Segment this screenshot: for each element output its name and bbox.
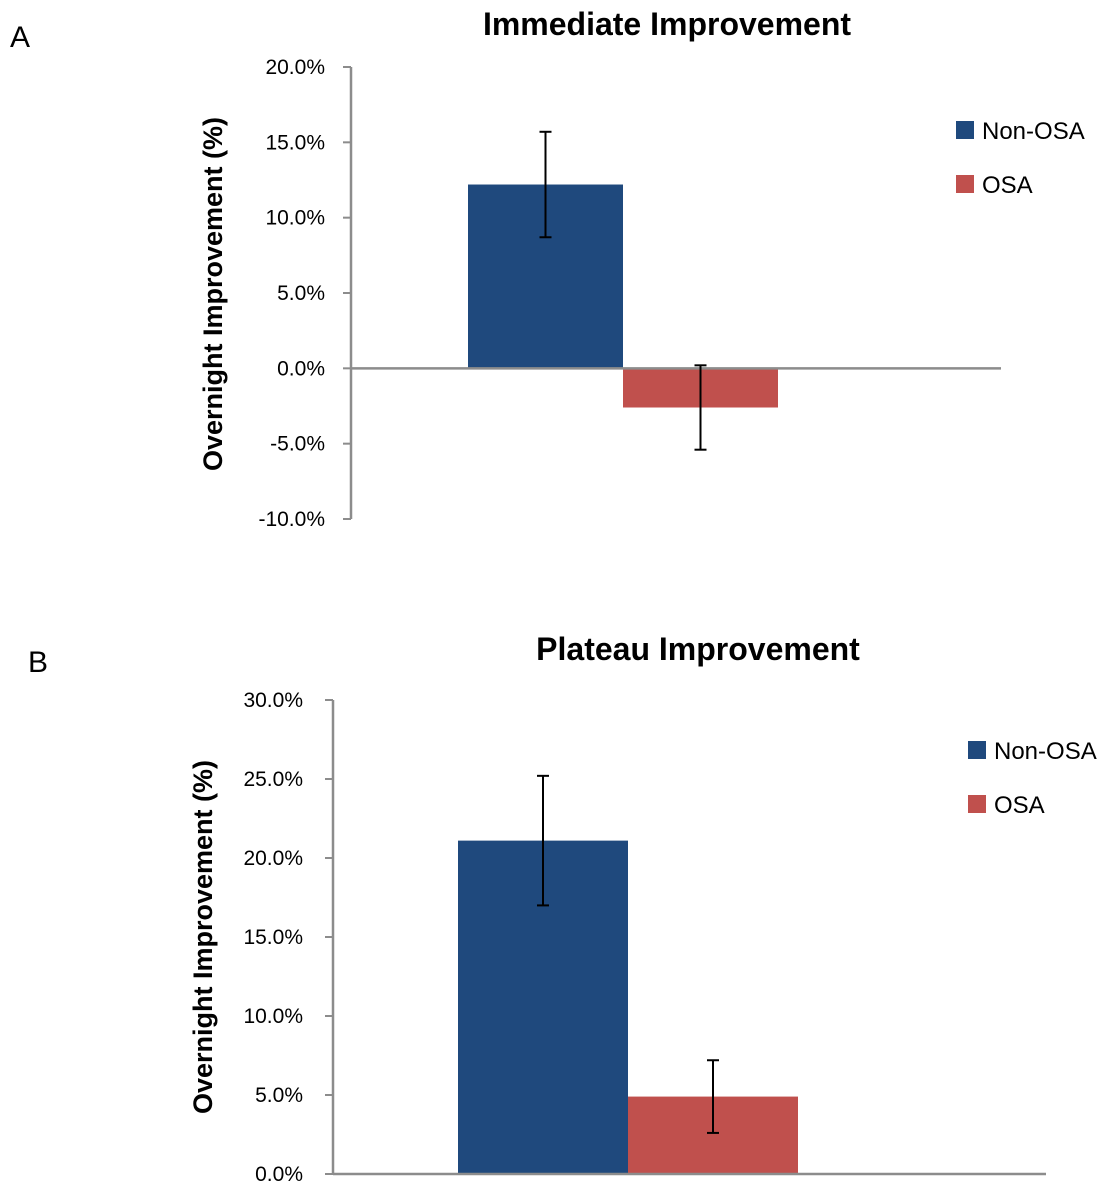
y-axis-label: Overnight Improvement (%): [198, 117, 228, 471]
axes: [331, 700, 1046, 1176]
y-tick-label: 25.0%: [243, 768, 303, 791]
error-bars: [539, 130, 707, 451]
y-ticks: 30.0% 25.0% 20.0% 15.0% 10.0% 5.0% 0.0%: [243, 689, 333, 1186]
y-axis-label: Overnight Improvement (%): [188, 760, 218, 1114]
error-bars: [537, 774, 719, 1134]
legend: Non-OSA OSA: [956, 118, 1085, 199]
y-tick-label: 30.0%: [243, 689, 303, 712]
bars: [468, 184, 778, 408]
y-tick-label: 10.0%: [243, 1005, 303, 1028]
y-tick-label: 10.0%: [265, 207, 325, 230]
bars: [458, 840, 798, 1174]
panel-letter: A: [10, 21, 30, 54]
y-tick-label: -5.0%: [270, 433, 325, 456]
panel-letter: B: [28, 646, 48, 679]
chart-panel-a: A Immediate Improvement Overnight Improv…: [10, 6, 1085, 531]
legend-swatch: [956, 121, 974, 139]
y-ticks: 20.0% 15.0% 10.0% 5.0% 0.0% -5.0% -10.0%: [258, 56, 351, 531]
legend-label: Non-OSA: [982, 118, 1085, 145]
chart-title: Plateau Improvement: [536, 631, 860, 667]
chart-panel-b: B Plateau Improvement Overnight Improvem…: [28, 631, 1097, 1186]
legend-swatch: [956, 175, 974, 193]
legend-label: OSA: [994, 792, 1045, 819]
y-tick-label: 0.0%: [255, 1163, 303, 1184]
y-tick-label: -10.0%: [258, 508, 325, 531]
y-tick-label: 20.0%: [265, 56, 325, 79]
legend-swatch: [968, 795, 986, 813]
y-tick-label: 0.0%: [277, 357, 325, 380]
legend-label: OSA: [982, 172, 1033, 199]
legend-label: Non-OSA: [994, 738, 1097, 765]
axes: [349, 67, 1001, 519]
y-tick-label: 15.0%: [243, 926, 303, 949]
y-tick-label: 5.0%: [277, 282, 325, 305]
y-tick-label: 20.0%: [243, 847, 303, 870]
y-tick-label: 5.0%: [255, 1084, 303, 1107]
y-tick-label: 15.0%: [265, 131, 325, 154]
chart-title: Immediate Improvement: [483, 6, 851, 42]
legend-swatch: [968, 741, 986, 759]
legend: Non-OSA OSA: [968, 738, 1097, 819]
